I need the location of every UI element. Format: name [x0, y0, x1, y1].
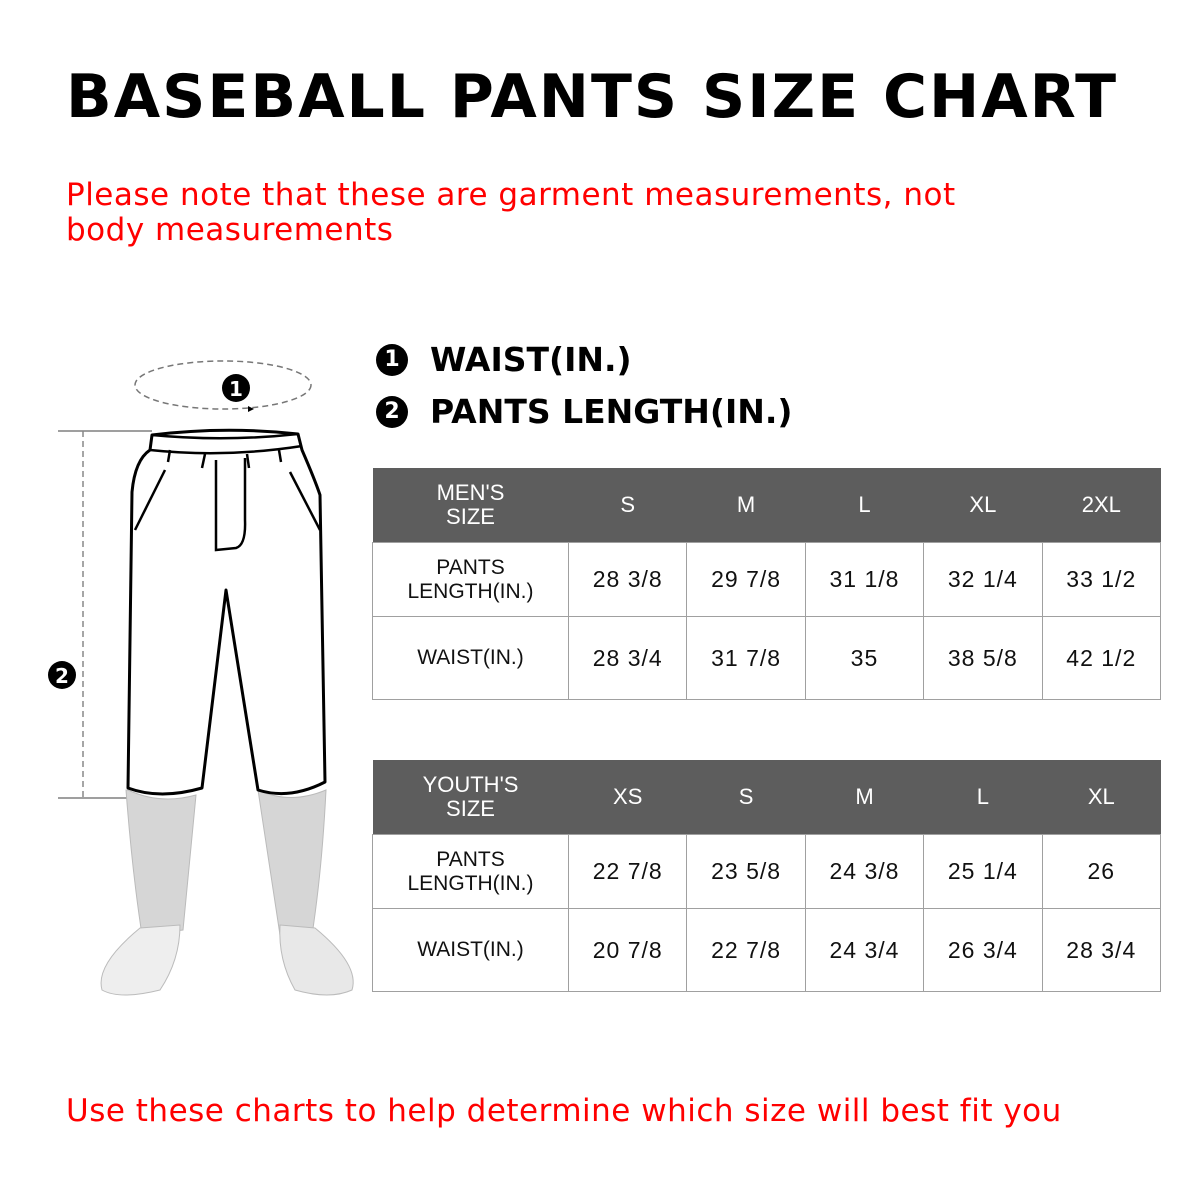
- size-header: XL: [1042, 760, 1161, 835]
- row-label: PANTS LENGTH(IN.): [372, 834, 569, 909]
- table-cell: 33 1/2: [1041, 542, 1162, 617]
- table-cell: 28 3/8: [567, 542, 688, 617]
- table-row: WAIST(IN.) 20 7/8 22 7/8 24 3/4 26 3/4 2…: [372, 908, 1162, 992]
- legend-pants-length: 2 PANTS LENGTH(IN.): [376, 392, 793, 431]
- length-marker-number: 2: [55, 664, 69, 688]
- table-cell: 29 7/8: [686, 542, 806, 617]
- table-header-row: MEN'S SIZE S M L XL 2XL: [372, 468, 1161, 543]
- table-cell: 38 5/8: [923, 616, 1043, 700]
- youth-size-header: YOUTH'S SIZE: [372, 760, 569, 835]
- table-cell: 31 7/8: [686, 616, 806, 700]
- row-label: PANTS LENGTH(IN.): [372, 542, 569, 617]
- table-cell: 23 5/8: [686, 834, 806, 909]
- table-cell: 20 7/8: [567, 908, 688, 992]
- table-cell: 24 3/4: [804, 908, 925, 992]
- legend-waist: 1 WAIST(IN.): [376, 340, 632, 379]
- arrow-icon: [248, 406, 254, 412]
- size-header: L: [805, 468, 924, 543]
- size-header: M: [686, 468, 806, 543]
- table-cell: 24 3/8: [804, 834, 925, 909]
- table-row: PANTS LENGTH(IN.) 22 7/8 23 5/8 24 3/8 2…: [372, 834, 1162, 909]
- waist-marker-number: 1: [229, 377, 243, 401]
- size-header: 2XL: [1042, 468, 1161, 543]
- table-cell: 31 1/8: [804, 542, 925, 617]
- legend-length-label: PANTS LENGTH(IN.): [430, 392, 793, 431]
- garment-measurement-note: Please note that these are garment measu…: [66, 177, 956, 248]
- mens-size-table: MEN'S SIZE S M L XL 2XL PANTS LENGTH(IN.…: [372, 468, 1162, 700]
- size-header: S: [686, 760, 806, 835]
- size-header: S: [568, 468, 687, 543]
- table-header-row: YOUTH'S SIZE XS S M L XL: [372, 760, 1161, 835]
- pants-diagram: 1 2: [48, 360, 354, 996]
- number-2-icon: 2: [376, 395, 408, 428]
- table-cell: 22 7/8: [567, 834, 688, 909]
- table-cell: 22 7/8: [686, 908, 806, 992]
- waist-marker-icon: [222, 374, 250, 402]
- legend-waist-label: WAIST(IN.): [430, 340, 632, 379]
- number-1-icon: 1: [376, 343, 408, 376]
- table-cell: 35: [804, 616, 925, 700]
- row-label: WAIST(IN.): [372, 616, 569, 700]
- waist-measure-ellipse: [134, 360, 312, 410]
- size-header: M: [805, 760, 924, 835]
- mens-size-header: MEN'S SIZE: [372, 468, 569, 543]
- row-label: WAIST(IN.): [372, 908, 569, 992]
- size-header: L: [923, 760, 1043, 835]
- size-header: XS: [568, 760, 687, 835]
- table-cell: 25 1/4: [923, 834, 1043, 909]
- table-cell: 28 3/4: [1041, 908, 1162, 992]
- youth-size-table: YOUTH'S SIZE XS S M L XL PANTS LENGTH(IN…: [372, 760, 1162, 992]
- length-marker-icon: [48, 661, 76, 689]
- fit-help-note: Use these charts to help determine which…: [66, 1093, 1062, 1129]
- table-cell: 32 1/4: [923, 542, 1043, 617]
- table-cell: 26 3/4: [923, 908, 1043, 992]
- size-header: XL: [923, 468, 1043, 543]
- page-title: BASEBALL PANTS SIZE CHART: [66, 62, 1119, 132]
- table-cell: 28 3/4: [567, 616, 688, 700]
- table-cell: 42 1/2: [1041, 616, 1162, 700]
- table-row: PANTS LENGTH(IN.) 28 3/8 29 7/8 31 1/8 3…: [372, 542, 1162, 617]
- table-cell: 26: [1041, 834, 1162, 909]
- table-row: WAIST(IN.) 28 3/4 31 7/8 35 38 5/8 42 1/…: [372, 616, 1162, 700]
